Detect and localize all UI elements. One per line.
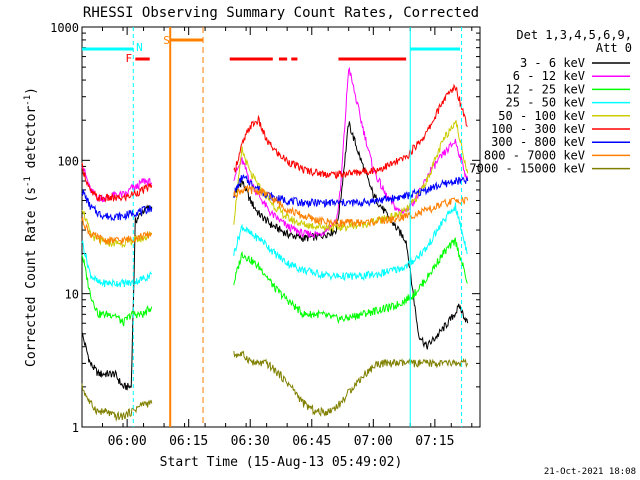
series-line — [81, 162, 153, 203]
legend-label: 25 - 50 keV — [506, 96, 585, 110]
y-axis-label-main: Corrected Count Rate (s — [24, 187, 39, 367]
legend-label: 3 - 6 keV — [520, 56, 585, 70]
series-layer — [81, 66, 469, 422]
series-line — [233, 237, 468, 325]
legend-label: 800 - 7000 keV — [484, 148, 585, 162]
series-line — [233, 174, 469, 209]
chart-title: RHESSI Observing Summary Count Rates, Co… — [83, 5, 479, 21]
night-flag-label: S — [163, 34, 170, 47]
series-line — [233, 121, 469, 350]
legend-label: 6 - 12 keV — [513, 69, 585, 83]
series-line — [81, 383, 153, 422]
series-line — [81, 189, 153, 222]
legend-label: 7000 - 15000 keV — [469, 162, 585, 176]
legend-label: 50 - 100 keV — [498, 109, 585, 123]
series-line — [81, 204, 153, 391]
flags-layer: N S F — [82, 27, 463, 427]
series-line — [81, 216, 153, 245]
series-line — [233, 350, 469, 417]
y-tick-label: 1000 — [50, 21, 79, 35]
legend-label: 300 - 800 keV — [491, 135, 585, 149]
legend-label: 100 - 300 keV — [491, 122, 585, 136]
legend-label: 12 - 25 keV — [506, 82, 585, 96]
y-axis-label-mid: detector — [24, 106, 39, 177]
axis-ticks: 1 10 100 1000 06:00 06:15 06:30 06:45 07:00 07:15 — [50, 21, 480, 449]
series-line — [81, 240, 153, 288]
flare-flag-label: F — [125, 52, 132, 65]
x-tick-label: 06:00 — [108, 434, 147, 449]
saa-flag-label: N — [136, 41, 143, 54]
legend-header-attenuator: Att 0 — [596, 41, 632, 55]
y-axis-label-end: ) — [24, 87, 39, 95]
y-axis-label: Corrected Count Rate (s-1 detector-1) — [23, 87, 39, 367]
footer-date-stamp: 21-Oct-2021 18:08 — [544, 467, 636, 477]
plot-frame — [81, 26, 481, 428]
x-tick-label: 06:15 — [169, 434, 208, 449]
series-line — [233, 83, 468, 180]
y-axis-label-sup1: -1 — [23, 176, 33, 187]
y-tick-label: 10 — [65, 288, 79, 302]
x-tick-label: 06:30 — [231, 434, 270, 449]
series-line — [233, 66, 469, 239]
y-tick-label: 100 — [57, 154, 79, 168]
x-tick-label: 06:45 — [292, 434, 331, 449]
x-tick-label: 07:00 — [354, 434, 393, 449]
series-line — [233, 202, 468, 282]
legend-header-detectors: Det 1,3,4,5,6,9, — [516, 28, 632, 42]
x-tick-label: 07:15 — [415, 434, 454, 449]
series-line — [233, 120, 469, 232]
series-line — [233, 184, 469, 228]
y-axis-label-sup2: -1 — [23, 95, 33, 106]
x-axis-label: Start Time (15-Aug-13 05:49:02) — [160, 455, 403, 470]
series-line — [81, 255, 153, 327]
y-tick-label: 1 — [72, 421, 79, 435]
